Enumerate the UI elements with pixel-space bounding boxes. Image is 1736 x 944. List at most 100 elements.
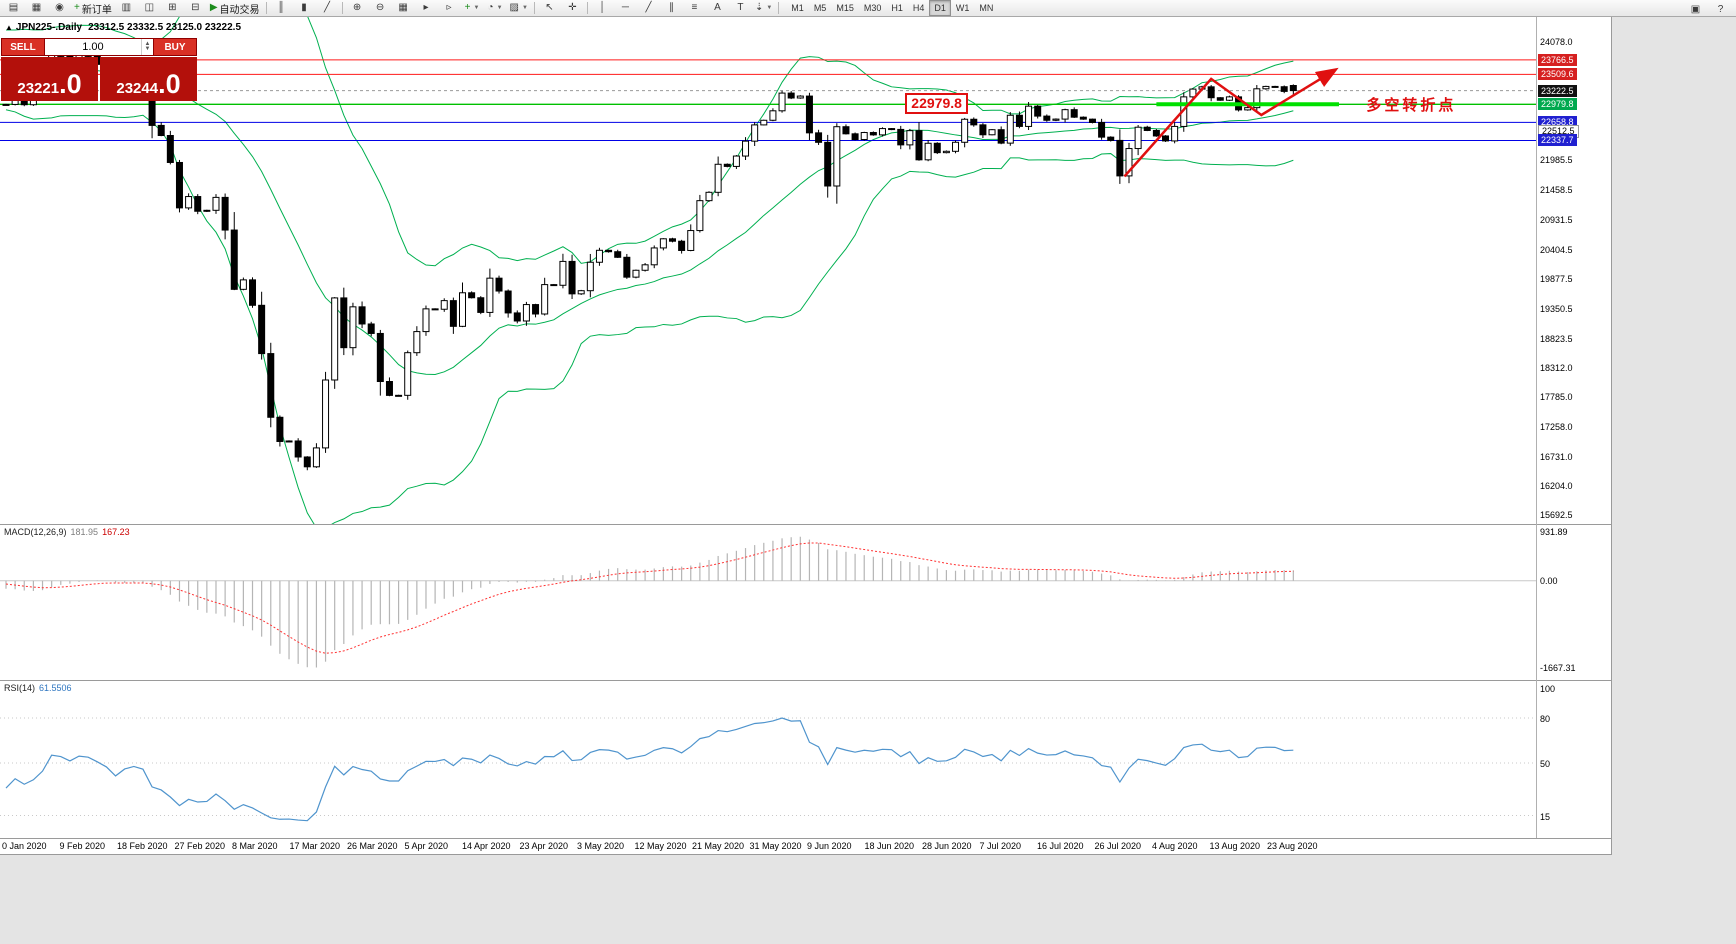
line-chart-button[interactable]: ╱: [316, 0, 339, 17]
text-label-button[interactable]: T: [729, 0, 752, 17]
candles-chart-button[interactable]: ▮: [293, 0, 316, 17]
navigator-button[interactable]: ⊞: [161, 0, 184, 17]
tile-windows-button[interactable]: ▦: [392, 0, 415, 17]
cursor-button[interactable]: ↖: [538, 0, 561, 17]
autotrading-button[interactable]: ▶ 自动交易: [207, 0, 263, 17]
price-tag-22979.8: 22979.8: [1538, 98, 1577, 111]
date-axis-label: 4 Aug 2020: [1152, 841, 1198, 851]
price-tag-22337.7: 22337.7: [1538, 134, 1577, 147]
crosshair-button[interactable]: ✛: [561, 0, 584, 17]
periods-icon: ◔: [487, 2, 494, 13]
macd-name: MACD(12,26,9): [4, 527, 67, 537]
timeframe-M1[interactable]: M1: [791, 3, 804, 13]
cursor-icon: ↖: [545, 2, 554, 13]
docking-button[interactable]: ▣: [1684, 1, 1707, 18]
arrows-tool-dropdown-icon[interactable]: ▼: [766, 5, 773, 11]
date-axis-label: 26 Mar 2020: [347, 841, 398, 851]
price-tag-23766.5: 23766.5: [1538, 53, 1577, 66]
vertical-line-button[interactable]: │: [591, 0, 614, 17]
sell-button[interactable]: SELL: [1, 38, 45, 56]
date-axis-label: 18 Feb 2020: [117, 841, 168, 851]
chart-title: ▲ JPN225-.Daily 23312.5 23332.5 23125.0 23…: [5, 22, 241, 33]
price-axis-tick: 19350.5: [1540, 303, 1573, 314]
autotrading-icon: ▶: [209, 2, 218, 13]
timeframe-D1[interactable]: D1: [929, 0, 951, 16]
new-order-button[interactable]: + 新订单: [71, 0, 115, 17]
bars-chart-button[interactable]: ║: [270, 0, 293, 17]
trendline-button[interactable]: ╱: [637, 0, 660, 17]
sell-price-button[interactable]: 23221.0: [1, 57, 98, 101]
zoom-out-button[interactable]: ⊖: [369, 0, 392, 17]
date-axis-label: 12 May 2020: [634, 841, 687, 851]
price-tag-23222.5: 23222.5: [1538, 84, 1577, 97]
timeframe-H4[interactable]: H4: [912, 3, 925, 13]
sell-price-main: 23221: [17, 80, 60, 97]
timeframe-M5[interactable]: M5: [813, 3, 827, 13]
date-axis-label: 3 May 2020: [577, 841, 625, 851]
timeframe-W1[interactable]: W1: [955, 3, 970, 13]
arrows-tool-button[interactable]: ⇣ ▼: [752, 0, 775, 17]
timeframe-H1[interactable]: H1: [891, 3, 903, 13]
indicators-add-icon: +: [464, 2, 471, 13]
timeframe-M30[interactable]: M30: [863, 3, 882, 13]
date-axis-label: 7 Jul 2020: [979, 841, 1022, 851]
price-axis-tick: 19877.5: [1540, 274, 1573, 285]
price-axis-tick: 24078.0: [1540, 37, 1573, 48]
timeframe-MN[interactable]: MN: [979, 3, 994, 13]
periods-dropdown-icon[interactable]: ▼: [496, 5, 503, 11]
vertical-line-icon: │: [599, 2, 606, 13]
price-axis-tick: 17258.0: [1540, 422, 1573, 433]
chart-refresh-button[interactable]: ◉: [48, 0, 71, 17]
date-axis-label: 28 Jun 2020: [922, 841, 972, 851]
date-axis-label: 21 May 2020: [692, 841, 745, 851]
zoom-in-button[interactable]: ⊕: [346, 0, 369, 17]
bars-chart-icon: ║: [277, 2, 285, 13]
date-axis-label: 9 Jun 2020: [807, 841, 852, 851]
profiles-button[interactable]: ▦: [25, 0, 48, 17]
horizontal-line-button[interactable]: ─: [614, 0, 637, 17]
new-chart-button[interactable]: ▤: [2, 0, 25, 17]
chart-shift-button[interactable]: ▹: [438, 0, 461, 17]
templates-button[interactable]: ▨ ▼: [507, 0, 531, 17]
channel-button[interactable]: ∥: [660, 0, 683, 17]
rsi-axis-tick: 100: [1540, 684, 1556, 694]
macd-axis-tick: 0.00: [1540, 575, 1558, 586]
help-button[interactable]: ?: [1709, 1, 1732, 18]
price-axis-tick: 16731.0: [1540, 451, 1573, 462]
indicators-add-dropdown-icon[interactable]: ▼: [473, 5, 480, 11]
volume-input[interactable]: [45, 39, 141, 55]
periods-button[interactable]: ◔ ▼: [484, 0, 507, 17]
chart-window[interactable]: [0, 17, 1612, 855]
toolbar-separator: [586, 2, 588, 14]
buy-price-frac: .0: [158, 69, 181, 100]
text-button[interactable]: A: [706, 0, 729, 17]
collapse-caret-icon[interactable]: ▲: [5, 23, 13, 32]
horizontal-line-icon: ─: [621, 2, 629, 13]
text-icon: A: [714, 2, 721, 13]
price-axis-tick: 18823.5: [1540, 333, 1573, 344]
date-axis-label: 18 Jun 2020: [864, 841, 915, 851]
date-axis-label: 23 Aug 2020: [1267, 841, 1318, 851]
buy-price-button[interactable]: 23244.0: [100, 57, 197, 101]
data-window-button[interactable]: ◫: [138, 0, 161, 17]
macd-signal-value: 167.23: [102, 527, 130, 537]
price-axis-tick: 17785.0: [1540, 392, 1573, 403]
fibonacci-button[interactable]: ≡: [683, 0, 706, 17]
volume-spinner: ▲ ▼: [140, 39, 153, 55]
market-watch-button[interactable]: ▥: [115, 0, 138, 17]
date-axis-label: 8 Mar 2020: [232, 841, 278, 851]
timeframe-M15[interactable]: M15: [836, 3, 854, 13]
terminal-button[interactable]: ⊟: [184, 0, 207, 17]
date-axis-label: 17 Mar 2020: [289, 841, 341, 851]
date-axis-label: 0 Jan 2020: [2, 841, 47, 851]
templates-dropdown-icon[interactable]: ▼: [522, 5, 528, 11]
date-axis-label: 27 Feb 2020: [174, 841, 226, 851]
toolbar-right-items: ▣?: [1684, 1, 1732, 18]
crosshair-icon: ✛: [568, 2, 577, 13]
auto-scroll-button[interactable]: ▸: [415, 0, 438, 17]
volume-decrease-button[interactable]: ▼: [144, 46, 151, 52]
indicators-add-button[interactable]: + ▼: [461, 0, 484, 17]
macd-indicator-label: MACD(12,26,9) 181.95 167.23: [4, 527, 130, 537]
buy-button[interactable]: BUY: [153, 38, 197, 56]
